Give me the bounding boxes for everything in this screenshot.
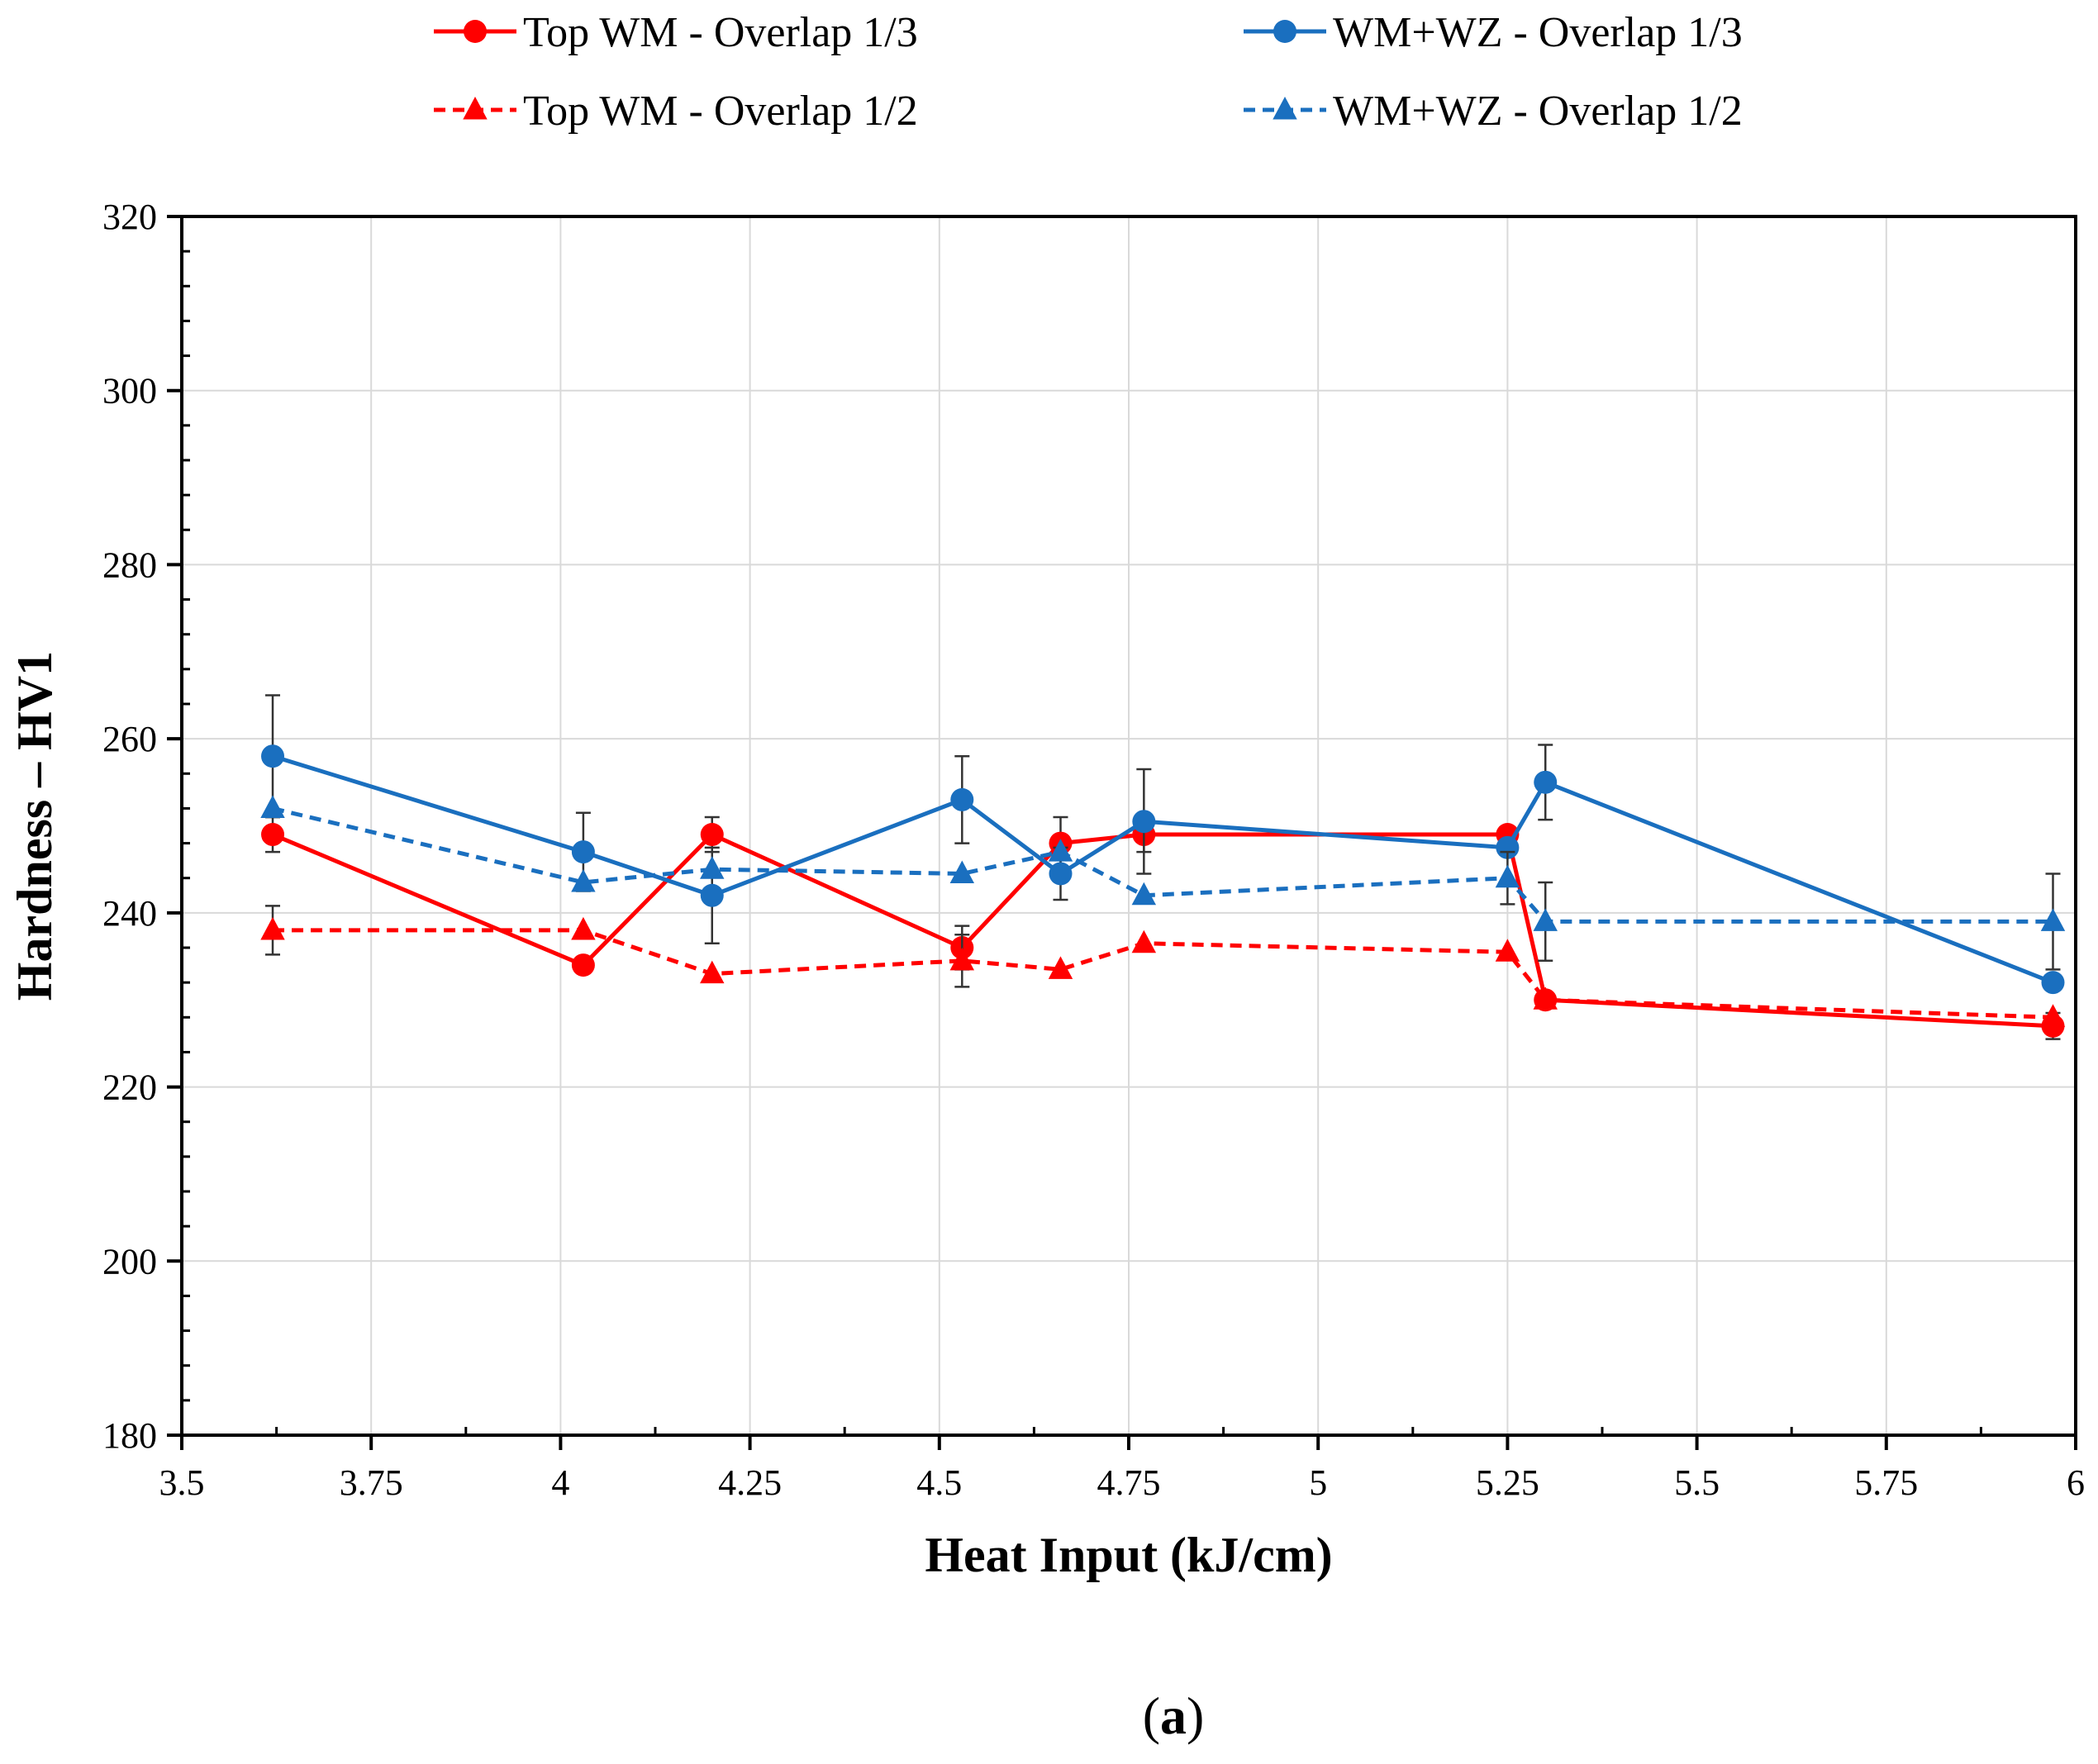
data-point (1533, 987, 1558, 1010)
legend-label: WM+WZ - Overlap 1/3 (1333, 9, 1743, 56)
data-point (1496, 835, 1520, 859)
gridlines (182, 216, 2076, 1435)
data-point (571, 868, 596, 892)
data-point (571, 916, 596, 940)
y-tick-label: 220 (102, 1067, 157, 1108)
legend-swatch-marker (464, 20, 487, 43)
x-tick-label: 6 (2067, 1462, 2085, 1503)
data-point (949, 947, 975, 971)
data-point (1534, 770, 1558, 794)
data-point (700, 823, 724, 847)
y-tick-label: 180 (102, 1415, 157, 1456)
data-point (949, 860, 975, 883)
data-point (700, 960, 725, 984)
series-3 (260, 795, 2066, 971)
y-tick-label: 260 (102, 719, 157, 759)
data-point (950, 787, 974, 811)
series-2 (261, 694, 2065, 995)
data-point (571, 953, 595, 977)
data-point (261, 744, 285, 768)
legend-label: WM+WZ - Overlap 1/2 (1333, 88, 1743, 135)
x-axis-title: Heat Input (kJ/cm) (925, 1528, 1332, 1582)
data-point (260, 916, 285, 940)
y-tick-label: 200 (102, 1241, 157, 1281)
data-point (1048, 956, 1073, 979)
x-tick-label: 5 (1309, 1462, 1327, 1503)
x-tick-label: 5.25 (1476, 1462, 1539, 1503)
legend-swatch-marker (463, 97, 488, 120)
x-tick-label: 4.5 (916, 1462, 962, 1503)
figure-caption: (a) (1143, 1686, 1205, 1745)
y-axis-title: Hardness – HV1 (7, 651, 62, 1001)
series-1 (260, 905, 2066, 1027)
y-tick-label: 280 (102, 544, 157, 585)
data-point (1495, 864, 1520, 888)
data-point (2040, 1004, 2066, 1027)
legend-item-0: Top WM - Overlap 1/3 (434, 9, 918, 56)
series-layer (260, 694, 2066, 1040)
legend-swatch-marker (1273, 97, 1297, 120)
legend-swatch-marker (1273, 20, 1296, 43)
series-line (272, 806, 2053, 924)
legend-label: Top WM - Overlap 1/2 (523, 88, 918, 135)
data-point (571, 840, 595, 864)
x-tick-label: 3.5 (159, 1462, 205, 1503)
legend-label: Top WM - Overlap 1/3 (523, 9, 918, 56)
data-point (700, 883, 724, 907)
x-tick-label: 4.75 (1097, 1462, 1161, 1503)
x-tick-label: 4.25 (718, 1462, 782, 1503)
legend-item-1: Top WM - Overlap 1/2 (434, 88, 918, 135)
data-point (1049, 862, 1073, 886)
data-point (260, 795, 285, 818)
y-tick-label: 320 (102, 197, 157, 237)
y-tick-label: 300 (102, 371, 157, 411)
series-0 (261, 815, 2065, 1040)
data-point (1048, 839, 1073, 862)
caption-close-paren: ) (1187, 1686, 1204, 1745)
data-point (2041, 971, 2065, 995)
data-point (1495, 939, 1520, 962)
data-point (1131, 882, 1157, 906)
legend-item-2: WM+WZ - Overlap 1/3 (1244, 9, 1743, 56)
data-point (1131, 930, 1157, 953)
x-tick-label: 3.75 (340, 1462, 403, 1503)
data-point (1132, 810, 1156, 834)
legend: Top WM - Overlap 1/3 Top WM - Overlap 1/2… (434, 9, 1743, 135)
x-tick-label: 5.5 (1674, 1462, 1720, 1503)
legend-item-3: WM+WZ - Overlap 1/2 (1244, 88, 1743, 135)
caption-open-paren: ( (1143, 1686, 1160, 1745)
x-tick-label: 5.75 (1854, 1462, 1918, 1503)
caption-letter: a (1160, 1686, 1187, 1745)
data-point (2040, 908, 2066, 931)
axes: 180 200 220 240 260 280 300 320 3.5 3.75 4 4.25 4.5 4… (102, 197, 2085, 1503)
y-tick-label: 240 (102, 893, 157, 934)
data-point (1533, 908, 1558, 931)
data-point (261, 823, 285, 847)
data-point (700, 856, 725, 879)
x-tick-label: 4 (551, 1462, 569, 1503)
series-line (273, 928, 2053, 1020)
